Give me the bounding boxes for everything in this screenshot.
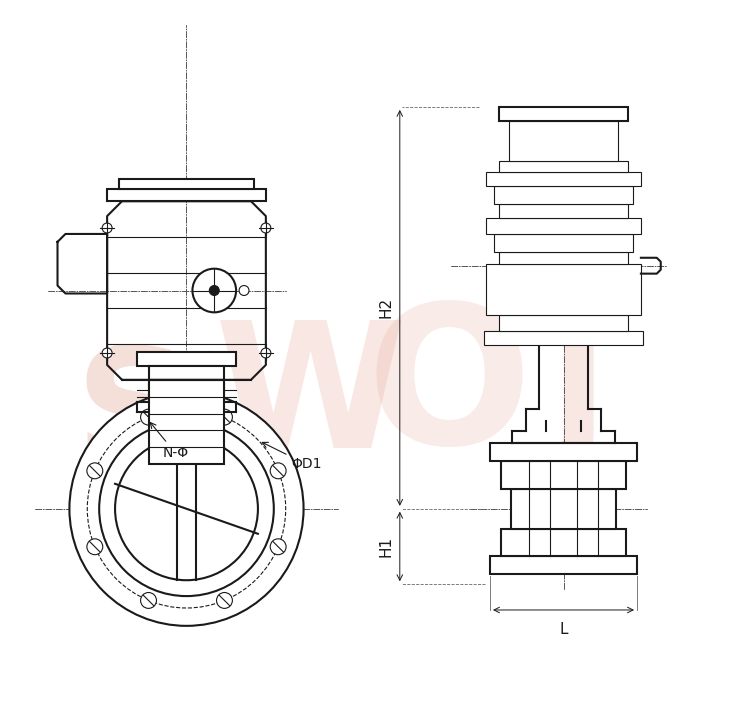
Bar xyxy=(148,380,224,464)
Text: H2: H2 xyxy=(379,297,394,318)
Bar xyxy=(486,264,641,316)
Text: N-Φ: N-Φ xyxy=(150,423,189,460)
Circle shape xyxy=(239,286,249,296)
Circle shape xyxy=(217,593,232,608)
Bar xyxy=(494,234,633,252)
Circle shape xyxy=(140,409,157,425)
Bar xyxy=(512,489,616,529)
Bar xyxy=(499,316,628,331)
Circle shape xyxy=(102,348,112,358)
Circle shape xyxy=(115,437,258,580)
Text: J: J xyxy=(549,322,608,477)
Text: W: W xyxy=(214,315,406,484)
Bar xyxy=(486,218,641,234)
Bar xyxy=(486,172,641,186)
Text: L: L xyxy=(560,622,568,637)
Circle shape xyxy=(140,593,157,608)
Bar xyxy=(499,252,628,264)
Text: S: S xyxy=(74,342,190,497)
Bar xyxy=(494,186,633,204)
Bar xyxy=(107,189,266,201)
Bar xyxy=(509,121,618,160)
Bar xyxy=(501,529,626,557)
Circle shape xyxy=(99,421,274,596)
Bar xyxy=(137,352,236,366)
Circle shape xyxy=(270,539,286,554)
Bar xyxy=(148,366,224,380)
Bar xyxy=(501,461,626,489)
Bar xyxy=(499,107,628,121)
Bar xyxy=(490,443,637,461)
Circle shape xyxy=(87,410,286,608)
Text: O: O xyxy=(367,296,532,484)
Bar xyxy=(499,204,628,218)
Text: ΦD1: ΦD1 xyxy=(262,442,322,471)
Bar xyxy=(484,331,643,345)
Circle shape xyxy=(261,223,271,233)
Circle shape xyxy=(102,223,112,233)
Circle shape xyxy=(87,463,103,479)
Text: H1: H1 xyxy=(379,536,394,557)
Bar xyxy=(119,179,254,189)
Circle shape xyxy=(270,463,286,479)
Circle shape xyxy=(70,391,304,626)
Bar xyxy=(499,160,628,172)
Bar xyxy=(490,557,637,574)
Circle shape xyxy=(209,286,219,296)
Circle shape xyxy=(261,348,271,358)
Circle shape xyxy=(193,269,236,313)
Circle shape xyxy=(87,539,103,554)
Circle shape xyxy=(217,409,232,425)
